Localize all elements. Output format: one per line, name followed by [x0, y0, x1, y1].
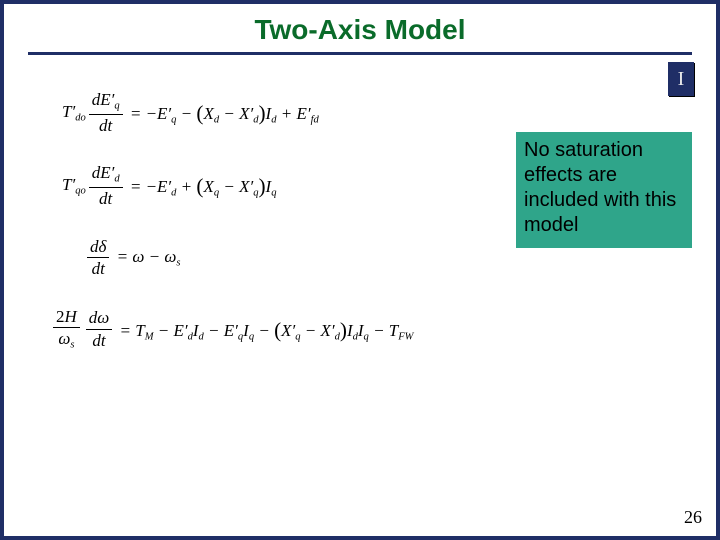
note-box: No saturation effects are included with …	[516, 132, 692, 248]
equation-3: dδ dt = ω − ωs	[84, 237, 492, 279]
slide-frame: Two-Axis Model I No saturation effects a…	[0, 0, 720, 540]
slide-title: Two-Axis Model	[4, 4, 716, 52]
institution-badge-icon: I	[668, 62, 694, 96]
equation-4: 2H ωs dω dt = TM − E′dId − E′qIq − (X′q …	[50, 307, 492, 352]
equation-2: T′qo dE′d dt = −E′d + (Xq − X′q)Iq	[62, 163, 492, 208]
title-underline	[28, 52, 692, 55]
equation-1: T′do dE′q dt = −E′q − (Xd − X′d)Id + E′f…	[62, 90, 492, 135]
page-number: 26	[684, 507, 702, 528]
equation-block: T′do dE′q dt = −E′q − (Xd − X′d)Id + E′f…	[62, 90, 492, 352]
